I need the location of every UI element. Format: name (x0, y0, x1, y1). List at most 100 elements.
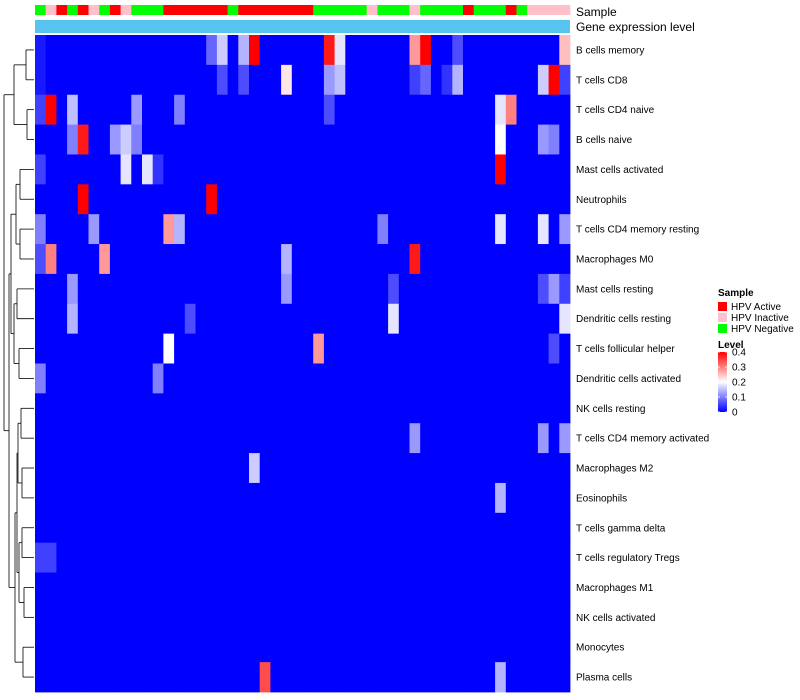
heatmap-cell (452, 124, 464, 155)
heatmap-cell (184, 393, 196, 424)
heatmap-cell (131, 393, 143, 424)
heatmap-cell (323, 333, 335, 364)
heatmap-cell (109, 632, 121, 663)
heatmap-cell (163, 662, 175, 693)
heatmap-cell (120, 154, 132, 185)
heatmap-cell (516, 124, 528, 155)
heatmap-cell (56, 632, 68, 663)
heatmap-cell (195, 214, 207, 245)
heatmap-cell (281, 482, 293, 514)
heatmap-cell (484, 542, 496, 573)
heatmap-cell (35, 154, 47, 185)
heatmap-cell (548, 662, 560, 693)
heatmap-cell (559, 94, 571, 125)
heatmap-cell (45, 244, 57, 275)
heatmap-cell (216, 244, 228, 275)
heatmap-cell (537, 602, 549, 633)
heatmap-cell (99, 632, 111, 663)
heatmap-cell (45, 35, 57, 66)
heatmap-cell (216, 572, 228, 603)
heatmap-cell (45, 184, 57, 215)
heatmap-cell (227, 572, 239, 603)
heatmap-cell (516, 662, 528, 693)
colorbar-tick-label: 0.4 (732, 348, 746, 359)
heatmap-cell (109, 94, 121, 125)
heatmap-cell (142, 482, 154, 514)
heatmap-cell (259, 363, 271, 394)
heatmap-cell (142, 542, 154, 573)
heatmap-cell (88, 35, 100, 66)
heatmap-cell (430, 333, 442, 364)
heatmap-cell (88, 572, 100, 603)
heatmap-cell (388, 273, 400, 305)
heatmap-cell (484, 244, 496, 275)
heatmap-cell (216, 512, 228, 544)
heatmap-cell (323, 662, 335, 693)
heatmap-cell (398, 64, 410, 96)
heatmap-cell (195, 273, 207, 305)
heatmap-cell (227, 512, 239, 544)
heatmap-cell (430, 512, 442, 544)
heatmap-cell (473, 124, 485, 155)
heatmap-cell (377, 542, 389, 573)
heatmap-cell (281, 303, 293, 335)
heatmap-cell (88, 64, 100, 96)
heatmap-cell (206, 542, 218, 573)
heatmap-cell (473, 482, 485, 514)
heatmap-cell (463, 35, 475, 66)
heatmap-cell (484, 363, 496, 394)
heatmap-cell (281, 184, 293, 215)
heatmap-cell (505, 244, 517, 275)
heatmap-cell (249, 184, 261, 215)
heatmap-cell (206, 303, 218, 335)
heatmap-cell (441, 333, 453, 364)
sample-annotation-cell (548, 5, 560, 15)
heatmap-cell (152, 184, 164, 215)
heatmap-cell (313, 423, 325, 454)
heatmap-cell (67, 393, 79, 424)
heatmap-cell (313, 244, 325, 275)
heatmap-cell (216, 482, 228, 514)
heatmap-cell (163, 453, 175, 484)
heatmap-cell (356, 363, 368, 394)
heatmap-cell (559, 572, 571, 603)
heatmap-cell (206, 244, 218, 275)
heatmap-cell (430, 632, 442, 663)
heatmap-cell (345, 632, 357, 663)
heatmap-cell (131, 124, 143, 155)
heatmap-cell (291, 273, 303, 305)
heatmap-cell (430, 572, 442, 603)
heatmap-cell (441, 482, 453, 514)
heatmap-cell (473, 662, 485, 693)
heatmap-cell (152, 303, 164, 335)
heatmap-cell (291, 632, 303, 663)
heatmap-cell (473, 35, 485, 66)
heatmap-cell (495, 64, 507, 96)
heatmap-cell (388, 94, 400, 125)
heatmap-cell (323, 94, 335, 125)
heatmap-cell (345, 572, 357, 603)
heatmap-cell (356, 542, 368, 573)
heatmap-cell (441, 572, 453, 603)
heatmap-cell (377, 393, 389, 424)
heatmap-cell (388, 244, 400, 275)
heatmap-cell (195, 184, 207, 215)
heatmap-cell (334, 184, 346, 215)
heatmap-cell (323, 35, 335, 66)
heatmap-cell (505, 363, 517, 394)
heatmap-cell (67, 572, 79, 603)
heatmap-cell (270, 393, 282, 424)
heatmap-cell (281, 453, 293, 484)
heatmap-cell (537, 184, 549, 215)
heatmap-cell (537, 423, 549, 454)
heatmap-cell (420, 35, 432, 66)
heatmap-cell (388, 124, 400, 155)
heatmap-cell (388, 662, 400, 693)
heatmap-cell (195, 662, 207, 693)
sample-annotation-cell (88, 5, 100, 15)
heatmap-cell (88, 124, 100, 155)
heatmap-cell (313, 542, 325, 573)
heatmap-cell (527, 482, 539, 514)
heatmap-cell (473, 214, 485, 245)
heatmap-cell (174, 423, 186, 454)
